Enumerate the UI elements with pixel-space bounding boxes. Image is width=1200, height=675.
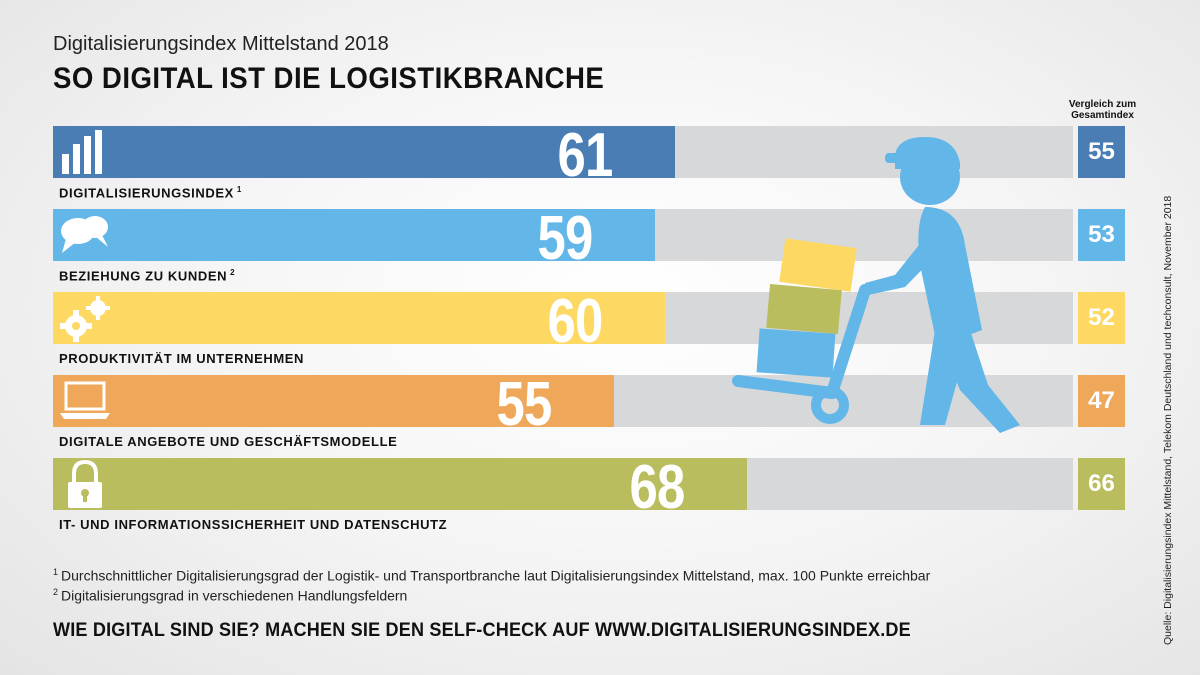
compare-value-box: 55 bbox=[1078, 126, 1125, 178]
bar-value-label: 55 bbox=[496, 370, 553, 439]
category-label: DIGITALE ANGEBOTE UND GESCHÄFTSMODELLE bbox=[59, 434, 397, 449]
laptop-icon bbox=[60, 381, 110, 419]
bar-value-label: 68 bbox=[629, 453, 686, 522]
worker-with-hand-truck-icon bbox=[732, 137, 1020, 433]
bar-chart-icon bbox=[62, 130, 102, 174]
bar-value-label: 59 bbox=[537, 204, 594, 273]
bar-track: 59 bbox=[53, 204, 1073, 273]
chart-row: 55 47 DIGITALE ANGEBOTE UND GESCHÄFTSMODEL… bbox=[0, 370, 1200, 455]
bar-value-label: 61 bbox=[557, 121, 614, 190]
self-check-link[interactable]: WIE DIGITAL SIND SIE? MACHEN SIE DEN SEL… bbox=[53, 620, 911, 641]
category-label-text: PRODUKTIVITÄT IM UNTERNEHMEN bbox=[59, 351, 305, 366]
box-bottom bbox=[756, 328, 836, 378]
category-label-text: DIGITALE ANGEBOTE UND GESCHÄFTSMODELLE bbox=[59, 434, 398, 449]
category-label-text: BEZIEHUNG ZU KUNDEN bbox=[59, 268, 228, 284]
bar-track: 55 bbox=[53, 370, 1073, 439]
footnote-1-text: Durchschnittlicher Digitalisierungsgrad … bbox=[61, 567, 931, 584]
bar: 60 bbox=[53, 287, 665, 356]
box-top bbox=[779, 238, 857, 292]
footnote-1: 1 Durchschnittlicher Digitalisierungsgrad… bbox=[53, 567, 930, 584]
truck-handle bbox=[826, 284, 871, 399]
speech-bubbles-icon bbox=[61, 216, 108, 253]
category-label-text: DIGITALISIERUNGSINDEX bbox=[59, 185, 234, 201]
bar-track: 60 bbox=[53, 287, 1073, 356]
bar-value-label: 60 bbox=[547, 287, 604, 356]
box-middle bbox=[766, 283, 842, 335]
compare-value-box: 66 bbox=[1078, 458, 1125, 510]
compare-heading: Vergleich zum Gesamtindex bbox=[1068, 99, 1137, 121]
truck-base bbox=[732, 375, 838, 399]
category-label: DIGITALISIERUNGSINDEX 1 bbox=[59, 185, 242, 200]
footnote-2: 2 Digitalisierungsgrad in verschiedenen H… bbox=[53, 587, 407, 604]
footnote-2-mark: 2 bbox=[53, 587, 59, 597]
page-title: SO DIGITAL IST DIE LOGISTIKBRANCHE bbox=[53, 62, 605, 95]
bar: 61 bbox=[53, 121, 675, 190]
source-note: Quelle: Digitalisierungsindex Mittelstan… bbox=[1162, 195, 1174, 645]
chart-row: 59 53 BEZIEHUNG ZU KUNDEN 2 bbox=[0, 204, 1200, 289]
bar: 59 bbox=[53, 204, 655, 273]
chart-row: 68 66 IT- UND INFORMATIONSSICHERHEIT UND D… bbox=[0, 453, 1200, 538]
bar: 68 bbox=[53, 453, 747, 522]
padlock-icon bbox=[68, 460, 102, 508]
chart-row: 60 52 PRODUKTIVITÄT IM UNTERNEHMEN bbox=[0, 287, 1200, 372]
arm-shape bbox=[865, 225, 948, 295]
footnote-mark: 2 bbox=[230, 268, 236, 277]
category-label: BEZIEHUNG ZU KUNDEN 2 bbox=[59, 268, 235, 283]
compare-value-box: 52 bbox=[1078, 292, 1125, 344]
category-label: PRODUKTIVITÄT IM UNTERNEHMEN bbox=[59, 351, 304, 366]
truck-wheel bbox=[811, 386, 849, 424]
footnote-2-text: Digitalisierungsgrad in verschiedenen Ha… bbox=[61, 587, 408, 604]
compare-value-box: 53 bbox=[1078, 209, 1125, 261]
footnote-mark: 1 bbox=[236, 185, 242, 194]
head-shape bbox=[900, 149, 960, 205]
subtitle: Digitalisierungsindex Mittelstand 2018 bbox=[53, 33, 389, 55]
bar-track: 68 bbox=[53, 453, 1073, 522]
compare-value-box: 47 bbox=[1078, 375, 1125, 427]
bar: 55 bbox=[53, 370, 614, 439]
gears-icon bbox=[60, 296, 110, 342]
front-leg-shape bbox=[920, 330, 970, 425]
footnote-1-mark: 1 bbox=[53, 567, 59, 577]
category-label-text: IT- UND INFORMATIONSSICHERHEIT UND DATEN… bbox=[59, 517, 448, 532]
torso-shape bbox=[918, 207, 982, 337]
category-label: IT- UND INFORMATIONSSICHERHEIT UND DATEN… bbox=[59, 517, 447, 532]
